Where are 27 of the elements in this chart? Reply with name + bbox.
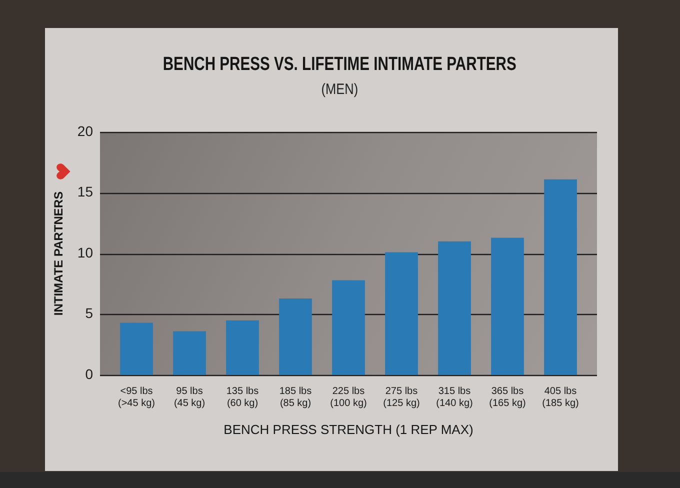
x-tick-label: 405 lbs (185 kg) <box>542 386 579 409</box>
y-tick-label: 5 <box>85 305 94 322</box>
x-tick-label: 365 lbs (165 kg) <box>489 386 526 409</box>
bar <box>544 179 577 375</box>
chart-subtitle: (MEN) <box>322 81 358 98</box>
y-tick-label: 10 <box>77 244 94 260</box>
x-tick-label: 95 lbs (45 kg) <box>174 386 206 409</box>
bar <box>385 252 418 375</box>
x-tick-label: 185 lbs (85 kg) <box>279 386 312 409</box>
y-tick-label: 15 <box>77 184 94 200</box>
bar <box>491 238 524 375</box>
bar <box>226 320 259 375</box>
y-axis-title: INTIMATE PARTNERS <box>52 191 66 316</box>
chart-title: BENCH PRESS VS. LIFETIME INTIMATE PARTERS <box>163 54 517 76</box>
bar <box>332 280 365 375</box>
bar <box>173 331 206 375</box>
y-tick-label: 0 <box>85 366 94 382</box>
x-tick-label: 225 lbs (100 kg) <box>330 386 367 409</box>
bar <box>120 322 153 375</box>
y-tick-label: 20 <box>77 122 94 139</box>
x-tick-label: 135 lbs (60 kg) <box>226 386 259 409</box>
bar <box>279 298 312 375</box>
bar <box>438 241 471 375</box>
x-axis-title: BENCH PRESS STRENGTH (1 REP MAX) <box>224 422 474 437</box>
x-tick-label: 275 lbs (125 kg) <box>383 386 420 409</box>
x-tick-label: <95 lbs (>45 kg) <box>118 386 155 409</box>
x-tick-label: 315 lbs (140 kg) <box>436 386 473 409</box>
